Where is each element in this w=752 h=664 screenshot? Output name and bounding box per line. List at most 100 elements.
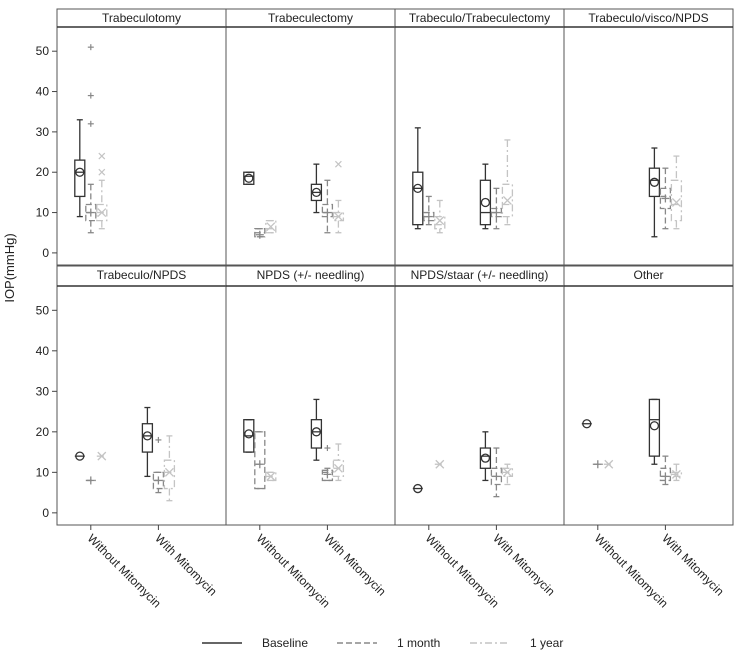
box-1-year [603, 459, 614, 469]
panel-1: Trabeculotomy 0 10 20 30 40 50 [36, 8, 227, 266]
box-1-month [85, 44, 97, 234]
box-1-month [152, 436, 165, 494]
x-tick-label: With Mitomycin [152, 531, 219, 598]
box-baseline [412, 483, 423, 494]
y-tick-label: 10 [36, 465, 50, 479]
box-1-year [96, 451, 107, 461]
box-baseline [74, 451, 85, 461]
panel-title: Trabeculo/visco/NPDS [588, 11, 708, 25]
box-baseline [243, 171, 255, 185]
box-1-month [592, 460, 603, 469]
iqr-box [310, 419, 323, 449]
legend-item-baseline: Baseline [202, 636, 308, 650]
y-tick-label: 50 [36, 44, 50, 58]
panels-layer: Trabeculotomy 0 10 20 30 40 50 Trabeculectomy Tr… [36, 8, 734, 610]
mean-marker [413, 183, 423, 194]
mean-marker [435, 459, 445, 469]
box-baseline [74, 119, 86, 218]
panel-frame [563, 8, 734, 266]
mean-marker [244, 429, 254, 439]
iqr-box [332, 459, 345, 478]
legend-label: 1 month [397, 636, 440, 650]
box-1-year [670, 463, 683, 482]
mean-marker [75, 167, 85, 177]
panel-5: Trabeculo/NPDS 0 10 20 30 40 50 Without Mitomyc… [36, 265, 227, 610]
y-tick-label: 40 [36, 85, 50, 99]
outlier-point [98, 168, 106, 176]
outlier-point [98, 152, 106, 160]
legend-label: Baseline [262, 636, 308, 650]
iqr-box [479, 447, 492, 469]
y-tick-label: 50 [36, 303, 50, 317]
mean-marker [480, 197, 491, 208]
iqr-box [254, 431, 266, 490]
mean-marker [164, 467, 174, 477]
x-tick-label: Without Mitomycin [592, 531, 671, 610]
legend: Baseline 1 month 1 year [202, 636, 563, 650]
box-1-month [659, 455, 672, 486]
panel-6: NPDS (+/- needling) Without MitomycinWith… [225, 265, 396, 610]
mean-marker [311, 427, 322, 437]
mean-marker [244, 173, 254, 183]
mean-marker [604, 459, 614, 469]
y-tick-label: 20 [36, 165, 50, 179]
x-tick-label: Without Mitomycin [254, 531, 333, 610]
y-tick-label: 0 [42, 506, 49, 520]
panel-title: Trabeculectomy [268, 11, 353, 25]
iqr-box [479, 179, 492, 226]
iqr-box [96, 203, 108, 222]
iqr-box [141, 423, 154, 453]
box-1-month [490, 187, 503, 230]
iqr-box [243, 171, 255, 185]
x-tick-label: Without Mitomycin [85, 531, 164, 610]
mean-marker [142, 431, 153, 441]
iqr-box [648, 167, 661, 198]
x-tick-label: Without Mitomycin [423, 531, 502, 610]
box-1-month [254, 228, 266, 239]
x-tick-label: With Mitomycin [321, 531, 388, 598]
iqr-box [659, 467, 672, 482]
box-1-month [254, 431, 266, 490]
y-tick-label: 10 [36, 206, 50, 220]
mean-marker [75, 451, 85, 461]
panel-2: Trabeculectomy [225, 8, 396, 266]
panel-title: NPDS/staar (+/- needling) [411, 268, 549, 282]
y-tick-label: 40 [36, 344, 50, 358]
mean-marker [582, 419, 592, 429]
mean-marker [649, 177, 660, 187]
panel-frame [225, 8, 396, 266]
legend-item-1-year: 1 year [470, 636, 563, 650]
y-tick-label: 0 [42, 246, 49, 260]
outlier-point [334, 160, 342, 168]
iqr-box [412, 171, 424, 226]
box-baseline [648, 147, 661, 238]
panel-title: Other [633, 268, 663, 282]
box-1-year [163, 435, 176, 502]
mean-marker [266, 471, 276, 481]
box-baseline [581, 419, 592, 429]
mean-marker [502, 195, 512, 205]
x-tick-label: With Mitomycin [659, 531, 726, 598]
legend-label: 1 year [530, 636, 563, 650]
y-tick-label: 30 [36, 384, 50, 398]
box-1-year [332, 160, 345, 234]
box-1-year [501, 139, 514, 226]
panel-title: Trabeculo/NPDS [97, 268, 187, 282]
mean-marker [97, 208, 107, 218]
box-baseline [412, 127, 424, 230]
panel-title: Trabeculo/Trabeculectomy [409, 11, 550, 25]
mean-marker [671, 469, 681, 479]
box-1-year [265, 219, 277, 234]
mean-marker [435, 216, 445, 226]
mean-marker [480, 453, 491, 463]
panel-frame [394, 8, 565, 266]
box-1-month [321, 445, 334, 482]
panel-title: NPDS (+/- needling) [257, 268, 365, 282]
iqr-box [670, 179, 683, 222]
panel-7: NPDS/staar (+/- needling) Without Mitomyc… [394, 265, 565, 610]
iqr-box [163, 459, 176, 490]
mean-marker [413, 483, 423, 494]
panel-frame [563, 265, 734, 526]
